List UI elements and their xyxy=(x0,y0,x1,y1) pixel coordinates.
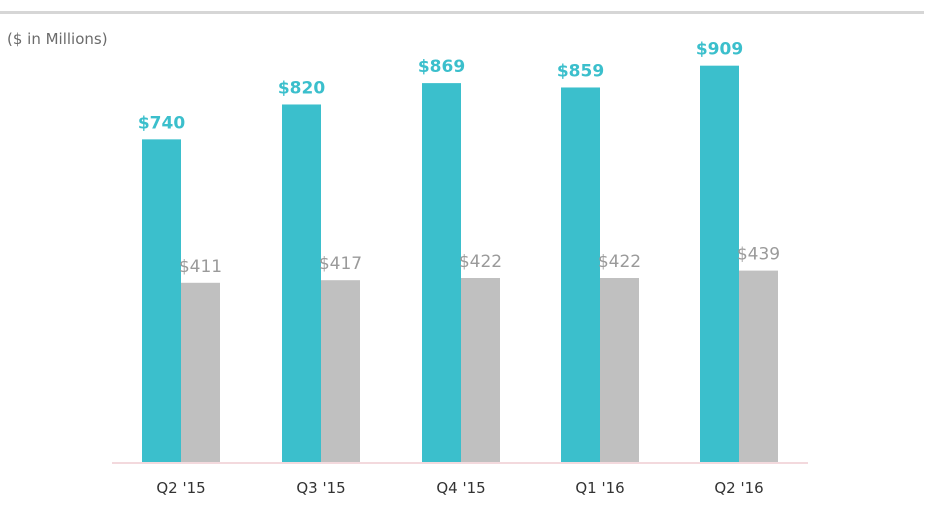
bar-secondary-4 xyxy=(739,270,778,462)
data-label-secondary-2: $422 xyxy=(459,252,502,272)
bar-secondary-1 xyxy=(321,280,360,462)
data-label-primary-2: $869 xyxy=(418,57,465,77)
bar-secondary-0 xyxy=(181,282,220,462)
bar-primary-0 xyxy=(142,139,181,463)
data-label-secondary-4: $439 xyxy=(737,245,780,265)
bar-primary-3 xyxy=(561,87,600,462)
category-label-1: Q3 '15 xyxy=(296,479,345,497)
data-label-primary-4: $909 xyxy=(696,40,743,60)
data-label-secondary-1: $417 xyxy=(319,254,362,274)
data-label-primary-1: $820 xyxy=(278,78,325,98)
bar-primary-2 xyxy=(422,83,461,462)
data-label-secondary-3: $422 xyxy=(598,252,641,272)
unit-label: ($ in Millions) xyxy=(7,30,108,48)
category-label-4: Q2 '16 xyxy=(714,479,763,497)
category-label-2: Q4 '15 xyxy=(436,479,485,497)
top-divider xyxy=(0,11,924,14)
bar-secondary-3 xyxy=(600,278,639,462)
category-label-0: Q2 '15 xyxy=(156,479,205,497)
data-label-secondary-0: $411 xyxy=(179,257,222,277)
bar-primary-1 xyxy=(282,104,321,462)
data-label-primary-3: $859 xyxy=(557,61,604,81)
category-label-3: Q1 '16 xyxy=(575,479,624,497)
bar-primary-4 xyxy=(700,65,739,463)
data-label-primary-0: $740 xyxy=(138,113,185,133)
bar-secondary-2 xyxy=(461,278,500,462)
